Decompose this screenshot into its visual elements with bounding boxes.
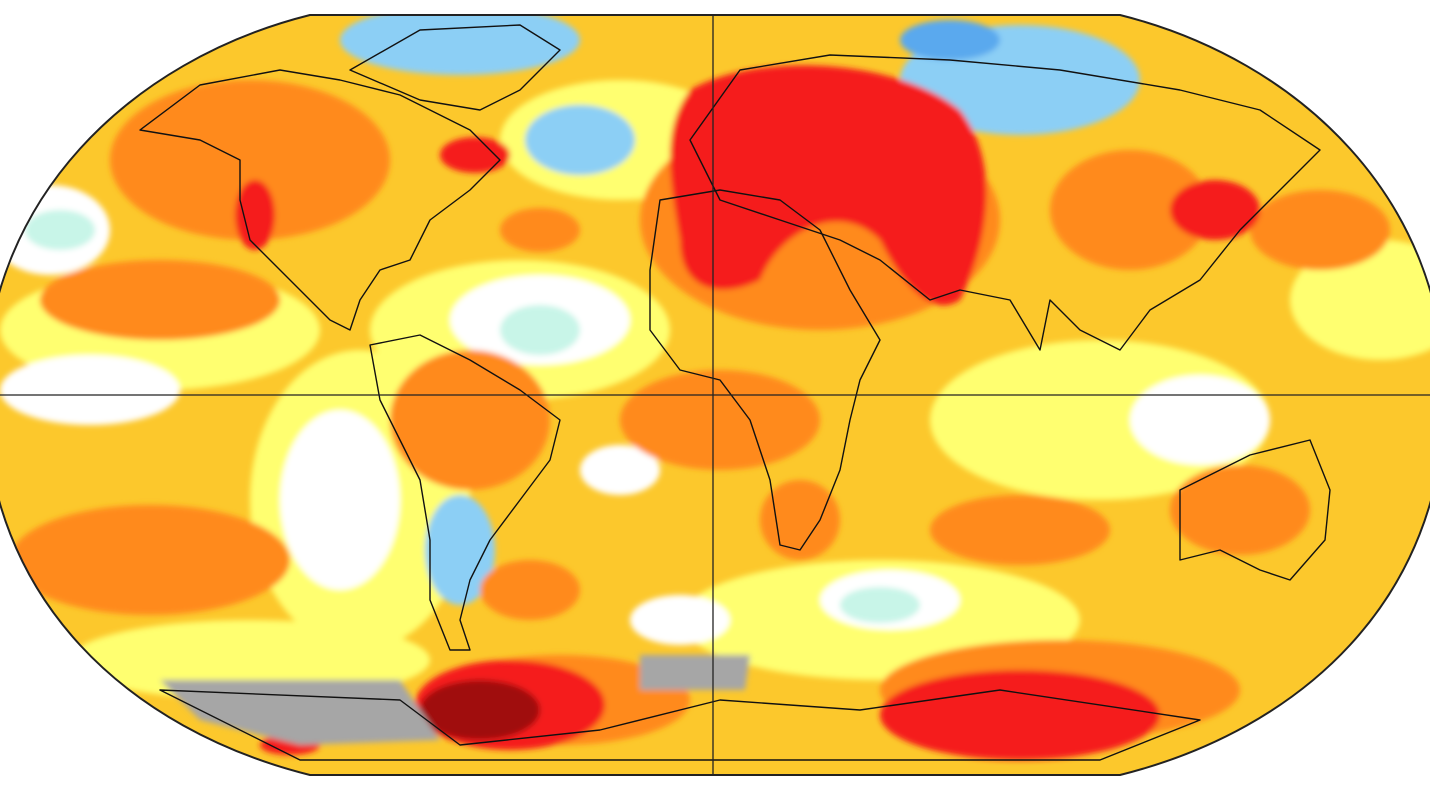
coastline	[689, 54, 1321, 351]
neutral-region	[280, 410, 400, 590]
neutral-region	[1130, 375, 1270, 465]
warm-region	[1050, 150, 1210, 270]
hot-region	[440, 137, 510, 173]
warm-region	[40, 260, 280, 340]
extreme-region	[420, 680, 540, 740]
warm-region	[760, 480, 840, 560]
cool-region	[840, 587, 920, 623]
neutral-region	[0, 355, 180, 425]
cool-region	[340, 15, 580, 75]
warm-region	[480, 560, 580, 620]
coastline	[649, 189, 881, 551]
hot-region	[670, 65, 987, 306]
cool-region	[900, 20, 1000, 60]
coastline	[139, 69, 501, 331]
neutral-region	[630, 595, 730, 645]
coastlines	[139, 24, 1331, 761]
warm-region	[110, 80, 390, 240]
warm-region	[10, 505, 290, 615]
cool-region	[500, 305, 580, 355]
warm-region	[1170, 465, 1310, 555]
warm-region	[620, 370, 820, 470]
hot-region	[880, 670, 1160, 760]
cool-region	[25, 210, 95, 250]
no-data-region	[640, 655, 750, 690]
warm-region	[930, 495, 1110, 565]
coastline	[1179, 439, 1331, 581]
coastline	[349, 24, 561, 111]
cool-region	[425, 495, 495, 605]
warm-region	[500, 208, 580, 252]
neutral-region	[580, 445, 660, 495]
hot-region	[235, 180, 275, 250]
cool-region	[525, 105, 635, 175]
hot-region	[1170, 180, 1260, 240]
warm-region	[1250, 190, 1390, 270]
warm-region	[390, 350, 550, 490]
map-border	[0, 14, 1430, 776]
anomaly-regions	[0, 15, 1430, 760]
coastline	[369, 334, 561, 651]
no-data-region	[160, 680, 440, 745]
coastline	[159, 689, 1201, 761]
